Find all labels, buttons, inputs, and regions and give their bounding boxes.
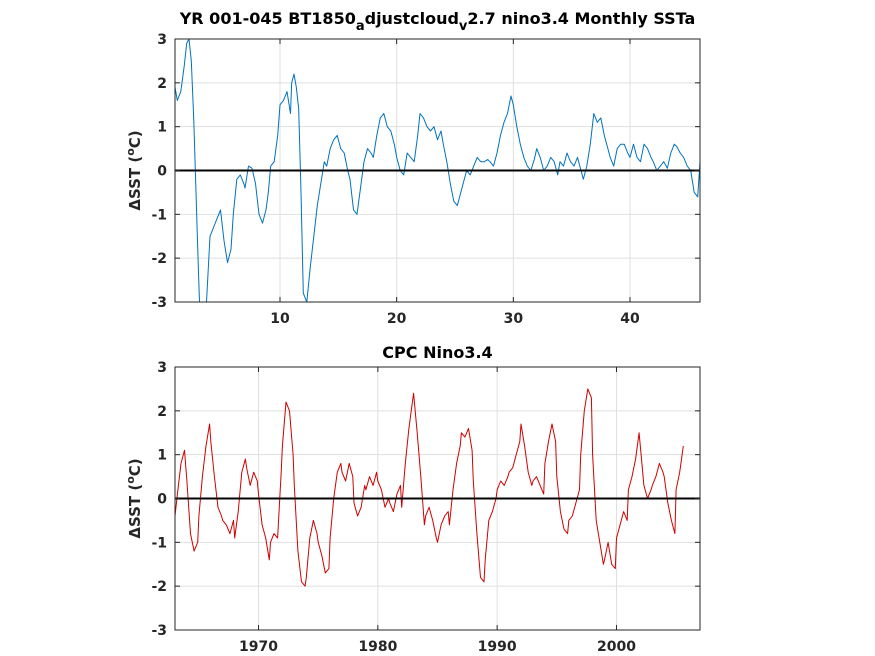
y-tick-label: -1 <box>151 535 167 551</box>
ylabel-segment: ΔSST ( <box>126 156 144 211</box>
x-tick-label: 10 <box>270 311 290 327</box>
y-tick-label: -1 <box>151 207 167 223</box>
x-tick-label: 20 <box>387 311 407 327</box>
y-tick-label: -2 <box>151 579 167 595</box>
cpc-nino34-panel: 1970 1980 1990 2000 -3 -2 -1 0 1 2 3 CPC Nino3.4 ΔSS… <box>124 343 701 655</box>
title-subscript: a <box>356 19 365 34</box>
ylabel-segment: C) <box>126 458 144 476</box>
model-sst-panel: 10 20 30 40 -3 -2 -1 0 1 2 3 YR 001-045 BT1850adjus… <box>124 9 701 327</box>
y-tick-label: -3 <box>151 623 167 639</box>
x-tick-label: 1980 <box>358 639 397 655</box>
y-tick-label: 3 <box>157 32 167 48</box>
x-tick-label: 30 <box>504 311 524 327</box>
x-tick-label: 40 <box>620 311 640 327</box>
title-segment: YR 001-045 BT1850 <box>179 9 356 28</box>
x-tick-label: 1970 <box>239 639 278 655</box>
series-line <box>175 39 700 302</box>
x-tick-label: 2000 <box>597 639 636 655</box>
chart-title: YR 001-045 BT1850adjustcloudv2.7 nino3.4… <box>179 9 696 34</box>
x-tick-label: 1990 <box>478 639 517 655</box>
ylabel-superscript: o <box>124 148 137 156</box>
y-tick-label: 2 <box>157 76 167 92</box>
y-tick-label: 1 <box>157 448 167 464</box>
ylabel-superscript: o <box>124 476 137 484</box>
chart-title: CPC Nino3.4 <box>382 343 492 362</box>
y-tick-label: -2 <box>151 251 167 267</box>
ylabel-segment: C) <box>126 130 144 148</box>
y-tick-label: 2 <box>157 404 167 420</box>
y-tick-label: 0 <box>157 492 167 508</box>
title-segment: 2.7 nino3.4 Monthly SSTa <box>467 9 695 28</box>
title-subscript: v <box>459 19 468 34</box>
y-tick-label: 0 <box>157 164 167 180</box>
y-axis-label: ΔSST (oC) <box>124 458 144 538</box>
y-axis-label: ΔSST (oC) <box>124 130 144 210</box>
y-tick-label: -3 <box>151 295 167 311</box>
y-tick-label: 3 <box>157 360 167 376</box>
title-segment: djustcloud <box>365 9 459 28</box>
ylabel-segment: ΔSST ( <box>126 484 144 539</box>
series-line <box>175 388 684 587</box>
y-tick-label: 1 <box>157 120 167 136</box>
